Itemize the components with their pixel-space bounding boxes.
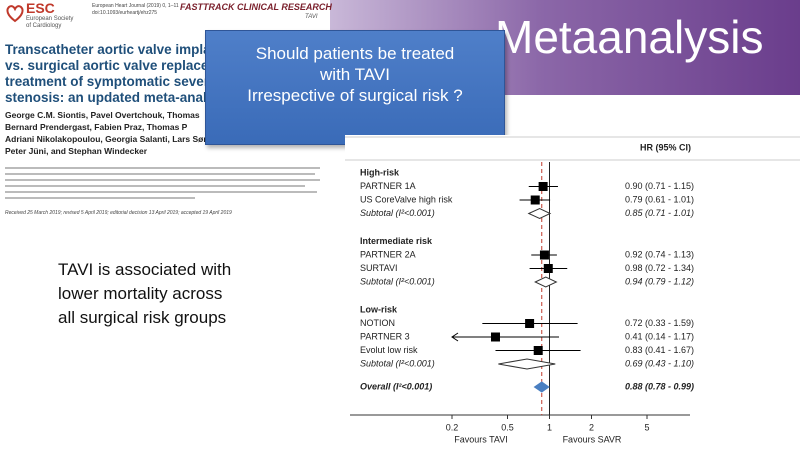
received: Received 25 March 2019; revised 5 April … bbox=[5, 210, 232, 216]
key-message-line: all surgical risk groups bbox=[58, 308, 227, 327]
authors: Adriani Nikolakopoulou, Georgia Salanti,… bbox=[5, 134, 248, 144]
value-label: 0.85 (0.71 - 1.01) bbox=[625, 208, 694, 218]
paper-title: Transcatheter aortic valve implantation bbox=[5, 42, 256, 57]
key-message-line: lower mortality across bbox=[58, 284, 223, 303]
value-label: 0.90 (0.71 - 1.15) bbox=[625, 181, 694, 191]
value-label: 0.83 (0.41 - 1.67) bbox=[625, 345, 694, 355]
value-label: 0.92 (0.74 - 1.13) bbox=[625, 249, 694, 259]
row-label: PARTNER 2A bbox=[360, 249, 416, 259]
study-marker bbox=[543, 264, 553, 273]
study-marker bbox=[490, 332, 500, 342]
affiliation-text bbox=[5, 197, 195, 199]
row-label: US CoreValve high risk bbox=[360, 194, 453, 204]
value-label: 0.69 (0.43 - 1.10) bbox=[625, 358, 694, 368]
affiliation-text bbox=[5, 185, 305, 187]
value-label: 0.98 (0.72 - 1.34) bbox=[625, 263, 694, 273]
row-label: Subtotal (I²<0.001) bbox=[360, 358, 435, 368]
study-marker bbox=[525, 319, 535, 328]
paper-title: stenosis: an updated meta-analysis bbox=[5, 90, 234, 105]
diamond bbox=[527, 207, 552, 220]
authors: George C.M. Siontis, Pavel Overtchouk, T… bbox=[5, 110, 200, 120]
callout-box: Should patients be treated with TAVI Irr… bbox=[205, 30, 505, 145]
row-label: Subtotal (I²<0.001) bbox=[360, 208, 435, 218]
paper-title: treatment of symptomatic severe aortic bbox=[5, 74, 258, 89]
value-label: 0.88 (0.78 - 0.99) bbox=[625, 381, 694, 391]
callout-text: Irrespective of surgical risk ? bbox=[247, 86, 463, 105]
row-label: PARTNER 3 bbox=[360, 331, 410, 341]
study-marker bbox=[539, 250, 549, 260]
study-marker bbox=[538, 182, 548, 191]
affiliation-text bbox=[5, 167, 320, 169]
x-tick-label: 0.5 bbox=[501, 422, 514, 432]
plot-background bbox=[345, 135, 799, 417]
group-label: High-risk bbox=[360, 167, 400, 177]
row-label: NOTION bbox=[360, 318, 395, 328]
value-label: 0.72 (0.33 - 1.59) bbox=[625, 318, 694, 328]
affiliation-text bbox=[5, 191, 317, 193]
x-tick-label: 1 bbox=[547, 422, 552, 432]
callout-text: with TAVI bbox=[320, 65, 390, 84]
x-axis-label: Favours TAVI bbox=[454, 434, 508, 444]
row-label: PARTNER 1A bbox=[360, 181, 416, 191]
row-label: Overall (I²<0.001) bbox=[360, 381, 432, 391]
society: of Cardiology bbox=[26, 23, 62, 29]
paper-title: vs. surgical aortic valve replacement fo… bbox=[5, 58, 263, 73]
key-message: TAVI is associated with lower mortality … bbox=[58, 258, 231, 330]
diamond bbox=[534, 276, 558, 288]
value-label: 0.94 (0.79 - 1.12) bbox=[625, 276, 694, 286]
x-axis-label: Favours SAVR bbox=[563, 434, 622, 444]
column-header: HR (95% CI) bbox=[640, 142, 691, 152]
esc-logo: ESC bbox=[26, 0, 55, 16]
section-sub: TAVI bbox=[305, 14, 318, 20]
ci-arrow bbox=[451, 332, 459, 342]
value-label: 0.41 (0.14 - 1.17) bbox=[625, 331, 694, 341]
value-label: 0.79 (0.61 - 1.01) bbox=[625, 194, 694, 204]
society: European Society bbox=[26, 16, 74, 22]
row-label: Subtotal (I²<0.001) bbox=[360, 276, 435, 286]
authors: Peter Jüni, and Stephan Windecker bbox=[5, 146, 148, 156]
diamond bbox=[498, 358, 556, 370]
group-label: Low-risk bbox=[360, 304, 398, 314]
diamond bbox=[533, 381, 550, 393]
study-marker bbox=[533, 346, 543, 355]
authors: Bernard Prendergast, Fabien Praz, Thomas… bbox=[5, 122, 188, 132]
slide-title: Metaanalysis bbox=[495, 11, 764, 63]
callout-text: Should patients be treated bbox=[255, 44, 455, 63]
journal: European Heart Journal (2019) 0, 1–11 bbox=[92, 3, 179, 9]
study-marker bbox=[530, 195, 540, 205]
affiliation-text bbox=[5, 179, 320, 181]
section: FASTTRACK CLINICAL RESEARCH bbox=[180, 2, 332, 12]
x-tick-label: 0.2 bbox=[446, 422, 459, 432]
x-tick-label: 5 bbox=[644, 422, 649, 432]
row-label: Evolut low risk bbox=[360, 345, 418, 355]
x-tick-label: 2 bbox=[589, 422, 594, 432]
row-label: SURTAVI bbox=[360, 263, 398, 273]
journal: doi:10.1093/eurheartj/ehz275 bbox=[92, 10, 158, 16]
esc-logo-icon bbox=[6, 5, 24, 23]
key-message-line: TAVI is associated with bbox=[58, 260, 232, 279]
group-label: Intermediate risk bbox=[360, 236, 433, 246]
affiliation-text bbox=[5, 173, 315, 175]
